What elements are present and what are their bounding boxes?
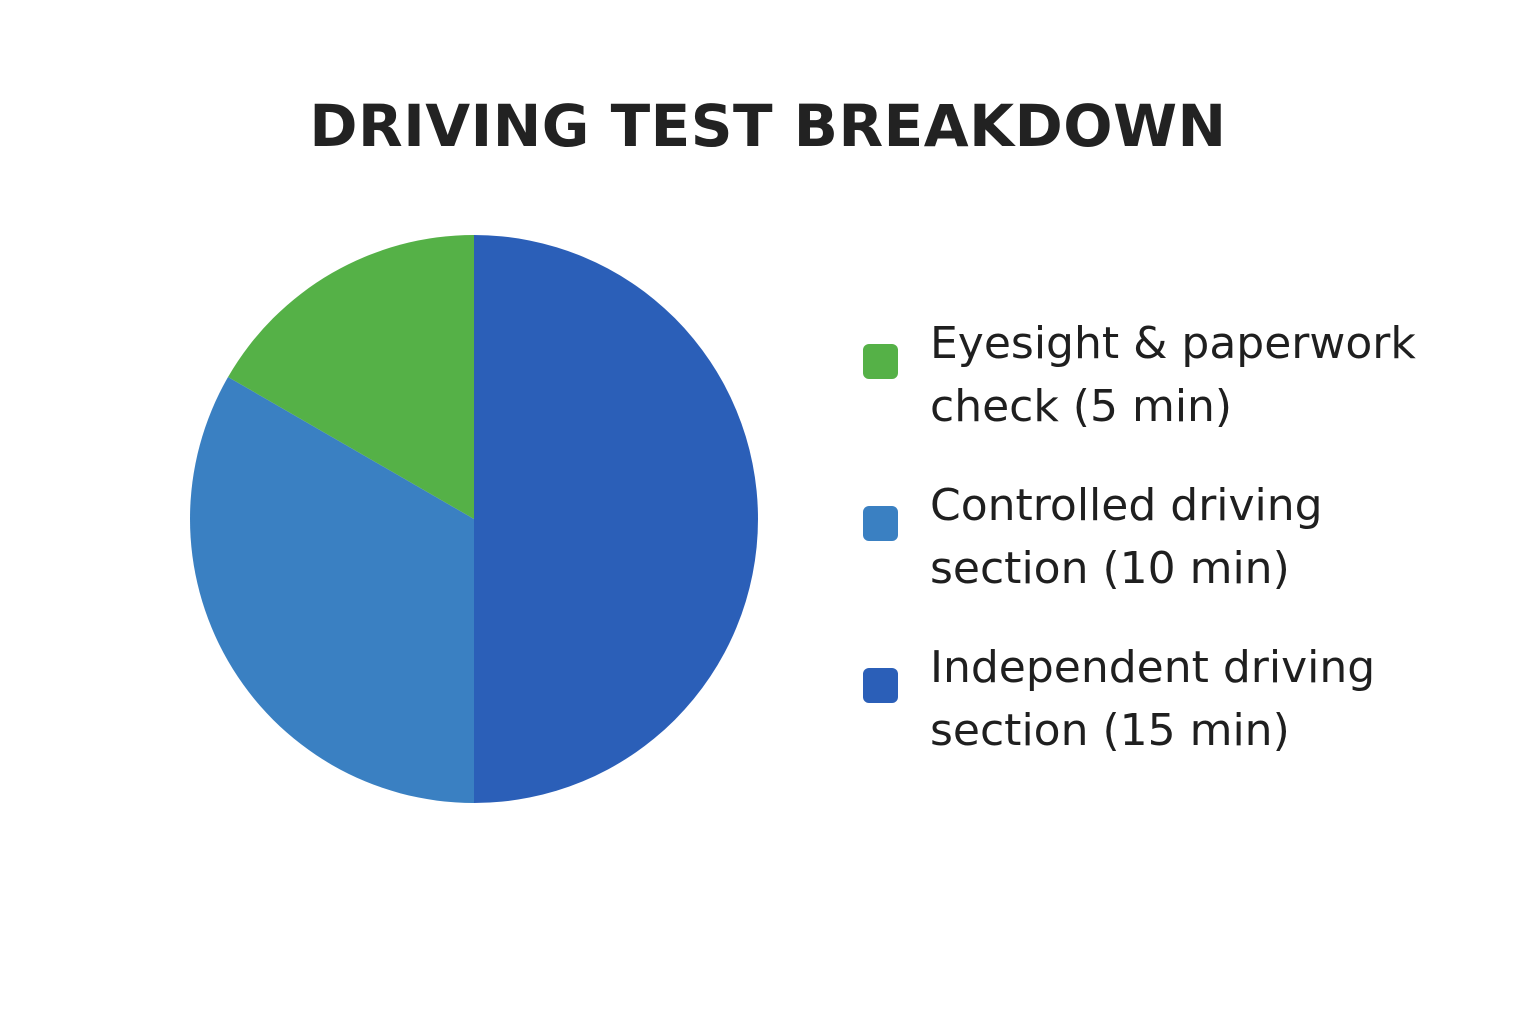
legend-label-controlled: Controlled driving section (10 min) <box>930 480 1323 594</box>
legend-swatch-eyesight <box>863 344 898 379</box>
pie-slice-controlled <box>190 377 474 803</box>
pie-chart <box>188 232 760 806</box>
legend-item-eyesight: Eyesight & paperwork check (5 min) <box>863 312 1503 474</box>
chart-title: DRIVING TEST BREAKDOWN <box>309 92 1227 160</box>
pie-chart-svg <box>190 235 758 803</box>
pie-slice-independent <box>474 235 758 803</box>
legend: Eyesight & paperwork check (5 min) Contr… <box>863 312 1503 798</box>
legend-label-independent: Independent driving section (15 min) <box>930 642 1376 756</box>
legend-item-independent: Independent driving section (15 min) <box>863 636 1503 798</box>
legend-swatch-controlled <box>863 506 898 541</box>
legend-label-eyesight: Eyesight & paperwork check (5 min) <box>930 318 1416 432</box>
legend-swatch-independent <box>863 668 898 703</box>
pie-slice-eyesight <box>228 235 474 519</box>
legend-item-controlled: Controlled driving section (10 min) <box>863 474 1503 636</box>
